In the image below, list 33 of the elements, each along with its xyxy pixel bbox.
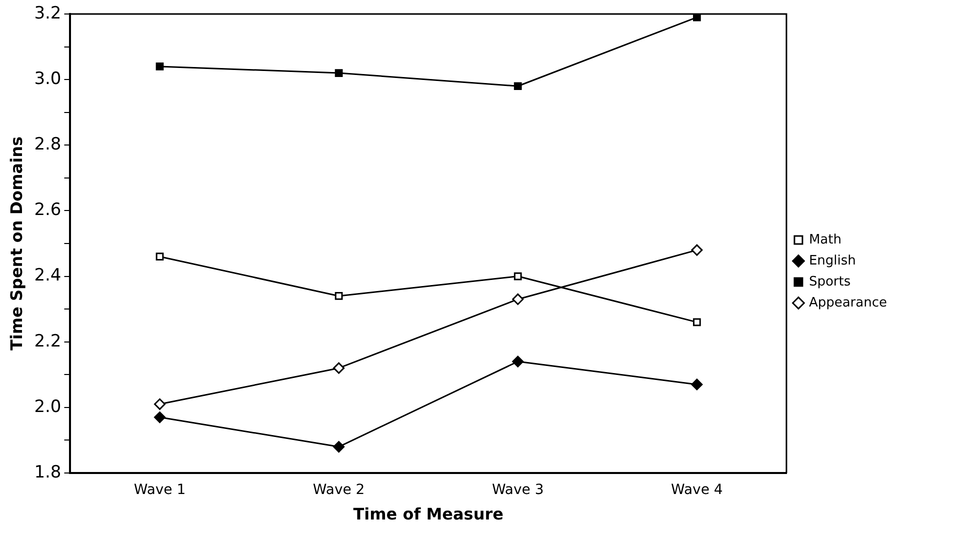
point xyxy=(333,362,345,374)
point xyxy=(512,356,524,368)
y-axis-title: Time Spent on Domains xyxy=(6,136,26,351)
text: 2.0 xyxy=(34,396,62,417)
x-axis-title: Time of Measure xyxy=(353,504,504,524)
y-tick-label: 2.4 xyxy=(34,266,62,286)
point xyxy=(514,82,522,90)
point xyxy=(154,398,166,410)
x-tick-label: Wave 1 xyxy=(134,482,186,498)
y-tick-label: 2.6 xyxy=(34,200,62,220)
y-tick-label: 1.8 xyxy=(34,462,62,482)
legend-label: Sports xyxy=(808,274,851,290)
point xyxy=(154,412,166,424)
point xyxy=(156,62,164,70)
point xyxy=(333,441,345,453)
point xyxy=(334,69,343,77)
y-tick-label: 2.8 xyxy=(34,134,62,155)
x-tick-label: Wave 4 xyxy=(671,482,723,498)
legend-label: Appearance xyxy=(808,295,888,310)
x-tick-label: Wave 3 xyxy=(492,482,544,498)
point xyxy=(156,252,164,261)
legend-label: Math xyxy=(808,232,842,248)
y-tick-label: 3.2 xyxy=(34,3,62,24)
x-tick-label: Wave 2 xyxy=(312,482,365,498)
point xyxy=(512,293,524,305)
y-tick-label: 3.0 xyxy=(34,68,62,89)
point xyxy=(691,244,703,256)
y-tick-label: 2.2 xyxy=(34,331,62,352)
point xyxy=(514,272,522,280)
point xyxy=(334,292,343,300)
point xyxy=(692,318,701,326)
point xyxy=(691,378,703,390)
legend-label: English xyxy=(808,253,856,268)
